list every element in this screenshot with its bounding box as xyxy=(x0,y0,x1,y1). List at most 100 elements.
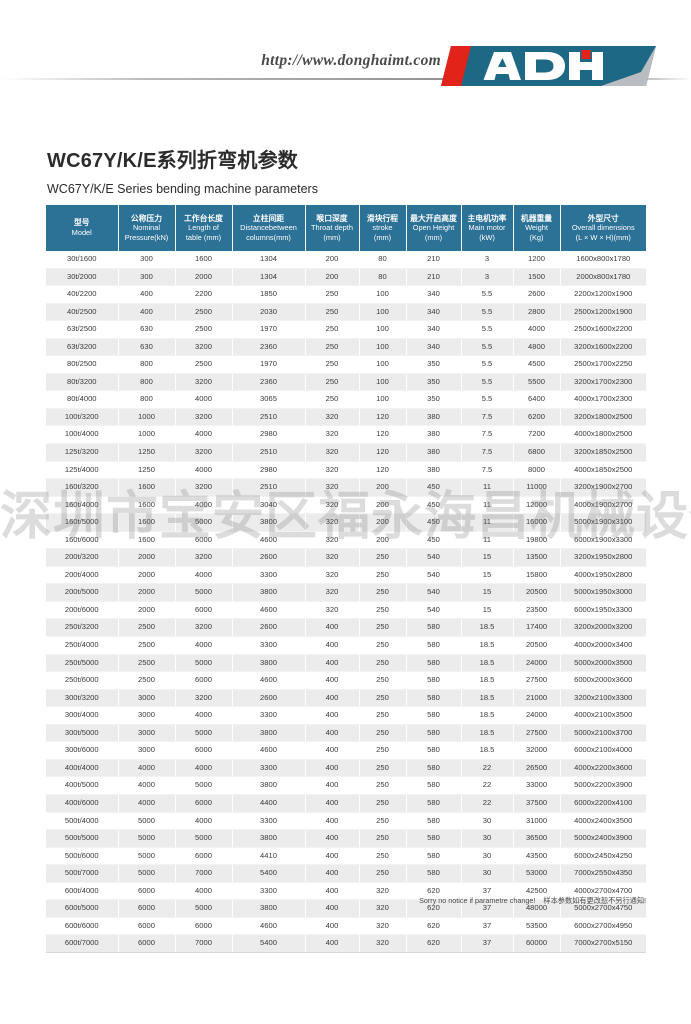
table-cell: 3200x1900x2700 xyxy=(560,478,646,497)
table-cell: 580 xyxy=(406,671,462,690)
cell-model: 500t/7000 xyxy=(46,864,119,883)
table-cell: 400 xyxy=(305,759,360,778)
table-cell: 18.5 xyxy=(461,618,514,638)
table-cell: 7.5 xyxy=(461,443,514,462)
col-header-cn: 机器重量 xyxy=(520,213,553,223)
table-cell: 4000 xyxy=(175,566,233,585)
table-row: 100t/3200 1000 3200 2510 320 120 380 7.5 6200 320… xyxy=(46,408,646,427)
cell-model: 30t/2000 xyxy=(46,268,119,287)
table-cell: 33000 xyxy=(513,776,561,795)
col-header-en: Weight xyxy=(525,223,548,233)
table-cell: 250 xyxy=(305,338,360,357)
col-header-en: Throat depth xyxy=(311,223,353,233)
table-cell: 400 xyxy=(118,303,176,322)
table-cell: 380 xyxy=(406,425,462,445)
table-cell: 250 xyxy=(359,741,407,760)
spec-table-col-header: 立柱间距 Distancebetween columns(mm) xyxy=(231,205,306,251)
cell-model: 600t/4000 xyxy=(46,882,119,901)
table-cell: 18.5 xyxy=(461,654,514,673)
cell-model: 500t/4000 xyxy=(46,812,119,831)
table-cell: 5000 xyxy=(118,847,176,866)
spec-table-body: 30t/1600 300 1600 1304 200 80 210 3 1200 1600x800… xyxy=(46,251,646,953)
table-cell: 320 xyxy=(305,583,360,602)
table-cell: 340 xyxy=(406,285,462,304)
table-cell: 540 xyxy=(406,548,462,567)
table-cell: 4000 xyxy=(118,776,176,795)
table-cell: 250 xyxy=(359,654,407,673)
table-cell: 1304 xyxy=(232,251,306,269)
table-cell: 3800 xyxy=(232,899,306,918)
page-title-cn: WC67Y/K/E系列折弯机参数 xyxy=(47,150,299,172)
table-row: 500t/5000 5000 5000 3800 400 250 580 30 36500 500… xyxy=(46,829,646,848)
table-row: 80t/2500 800 2500 1970 250 100 350 5.5 4500 2500x… xyxy=(46,355,646,374)
table-cell: 36500 xyxy=(513,829,561,848)
table-cell: 3200 xyxy=(175,373,233,392)
table-cell: 1304 xyxy=(232,268,306,287)
table-cell: 4000x2100x3500 xyxy=(560,706,646,725)
table-cell: 630 xyxy=(118,338,176,357)
table-cell: 16000 xyxy=(513,513,561,532)
cell-model: 200t/6000 xyxy=(46,601,119,620)
table-cell: 4000 xyxy=(175,706,233,725)
table-cell: 5.5 xyxy=(461,390,514,409)
table-cell: 320 xyxy=(305,531,360,550)
table-cell: 7000x2700x5150 xyxy=(560,934,646,953)
table-cell: 580 xyxy=(406,724,462,743)
table-cell: 3200 xyxy=(175,478,233,497)
table-cell: 5000x1900x3100 xyxy=(560,513,646,532)
table-cell: 3800 xyxy=(232,583,306,602)
table-cell: 3 xyxy=(461,268,514,287)
table-cell: 6000 xyxy=(175,917,233,936)
table-cell: 1850 xyxy=(232,285,306,304)
table-cell: 5.5 xyxy=(461,373,514,392)
table-cell: 18.5 xyxy=(461,671,514,690)
table-cell: 37 xyxy=(461,899,514,918)
spec-table-col-header: 滑块行程 stroke (mm) xyxy=(358,205,407,251)
table-cell: 250 xyxy=(359,671,407,690)
table-cell: 210 xyxy=(406,268,462,287)
footer-note: Sorry no notice if parametre change! 样本参… xyxy=(46,895,646,906)
table-cell: 2500 xyxy=(118,618,176,638)
table-cell: 5.5 xyxy=(461,355,514,374)
table-cell: 2600 xyxy=(232,689,306,708)
table-cell: 400 xyxy=(305,934,360,953)
col-header-cn: 型号 xyxy=(73,218,90,228)
table-cell: 2510 xyxy=(232,443,306,462)
table-cell: 4000x1950x2800 xyxy=(560,566,646,585)
table-cell: 800 xyxy=(118,355,176,374)
table-cell: 19800 xyxy=(513,531,561,550)
table-cell: 250 xyxy=(359,794,407,813)
spec-table-col-header: 最大开启高度 Open Height (mm) xyxy=(405,205,462,251)
table-cell: 2510 xyxy=(232,478,306,497)
col-header-unit: (mm) xyxy=(373,232,392,242)
table-cell: 7000 xyxy=(175,934,233,953)
table-cell: 3200x2000x3200 xyxy=(560,618,646,638)
table-cell: 580 xyxy=(406,741,462,760)
table-cell: 15 xyxy=(461,601,514,620)
table-cell: 4000 xyxy=(175,425,233,445)
table-cell: 100 xyxy=(359,320,407,339)
spec-table-col-header: 外型尺寸 Overall dimensions (L × W × H)(mm) xyxy=(559,205,646,251)
table-cell: 6800 xyxy=(513,443,561,462)
cell-model: 400t/6000 xyxy=(46,794,119,813)
table-cell: 100 xyxy=(359,285,407,304)
table-cell: 400 xyxy=(305,654,360,673)
table-row: 40t/2500 400 2500 2030 250 100 340 5.5 2800 2500x… xyxy=(46,303,646,322)
col-header-unit: Pressure(kN) xyxy=(124,232,169,242)
table-cell: 4000 xyxy=(175,882,233,901)
spec-table-head: 型号 Model 公称压力 Nominal Pressure(kN) 工作台长度 Lengt… xyxy=(46,205,646,251)
table-cell: 3000 xyxy=(118,706,176,725)
cell-model: 600t/7000 xyxy=(46,934,119,953)
table-cell: 620 xyxy=(406,899,462,918)
table-cell: 3800 xyxy=(232,654,306,673)
table-cell: 200 xyxy=(359,478,407,497)
table-cell: 250 xyxy=(359,776,407,795)
table-cell: 250 xyxy=(359,689,407,708)
table-cell: 18.5 xyxy=(461,706,514,725)
table-cell: 7200 xyxy=(513,425,561,445)
table-cell: 6000 xyxy=(118,899,176,918)
table-cell: 80 xyxy=(359,268,407,287)
table-cell: 5.5 xyxy=(461,320,514,339)
table-cell: 250 xyxy=(359,566,407,585)
table-cell: 6000 xyxy=(175,794,233,813)
